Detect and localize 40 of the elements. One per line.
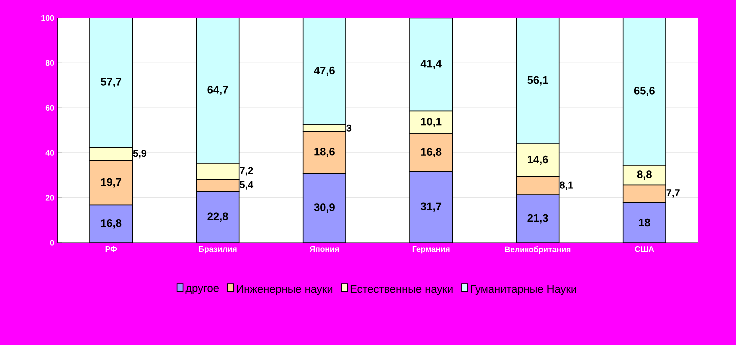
data-label: 3 (346, 124, 352, 132)
data-label: 7,7 (666, 190, 680, 198)
legend-label: другое (186, 286, 219, 294)
data-label: 8,1 (560, 182, 574, 190)
legend-label: Инженерные науки (237, 285, 333, 296)
data-label: 31,7 (420, 202, 442, 212)
data-label: 47,6 (314, 66, 335, 76)
data-label: 18,6 (314, 148, 335, 158)
bar (302, 18, 346, 126)
bar (196, 18, 240, 164)
bar (302, 173, 346, 243)
bar (516, 194, 560, 243)
data-label: 57,7 (101, 78, 122, 88)
data-label: 5,4 (240, 181, 254, 190)
data-label: 56,1 (528, 76, 548, 86)
data-label: 7,2 (240, 167, 254, 176)
data-label: 5,9 (133, 150, 147, 159)
bar (90, 204, 134, 243)
data-label: 41,4 (420, 60, 442, 70)
data-label: 8,8 (637, 170, 652, 180)
data-label: 18 (639, 218, 650, 227)
legend-label: Гуманитарные Науки (471, 285, 576, 296)
bar (90, 18, 134, 148)
data-label: 16,8 (421, 148, 442, 158)
bar (622, 202, 666, 243)
bar (196, 191, 240, 243)
bar (622, 18, 666, 166)
data-label: 16,8 (101, 219, 122, 229)
data-label: 64,7 (208, 86, 228, 96)
data-label: 10,1 (421, 118, 442, 128)
data-label: 30,9 (314, 204, 335, 213)
bar (410, 18, 454, 112)
data-label: 65,6 (634, 87, 655, 96)
data-label: 19,7 (101, 178, 122, 188)
data-label: 14,6 (528, 156, 548, 166)
data-label: 21,3 (528, 214, 548, 224)
data-label: 22,8 (208, 212, 228, 222)
bar (410, 171, 454, 243)
bar (516, 18, 560, 144)
legend-label: Естественные науки (350, 285, 453, 296)
